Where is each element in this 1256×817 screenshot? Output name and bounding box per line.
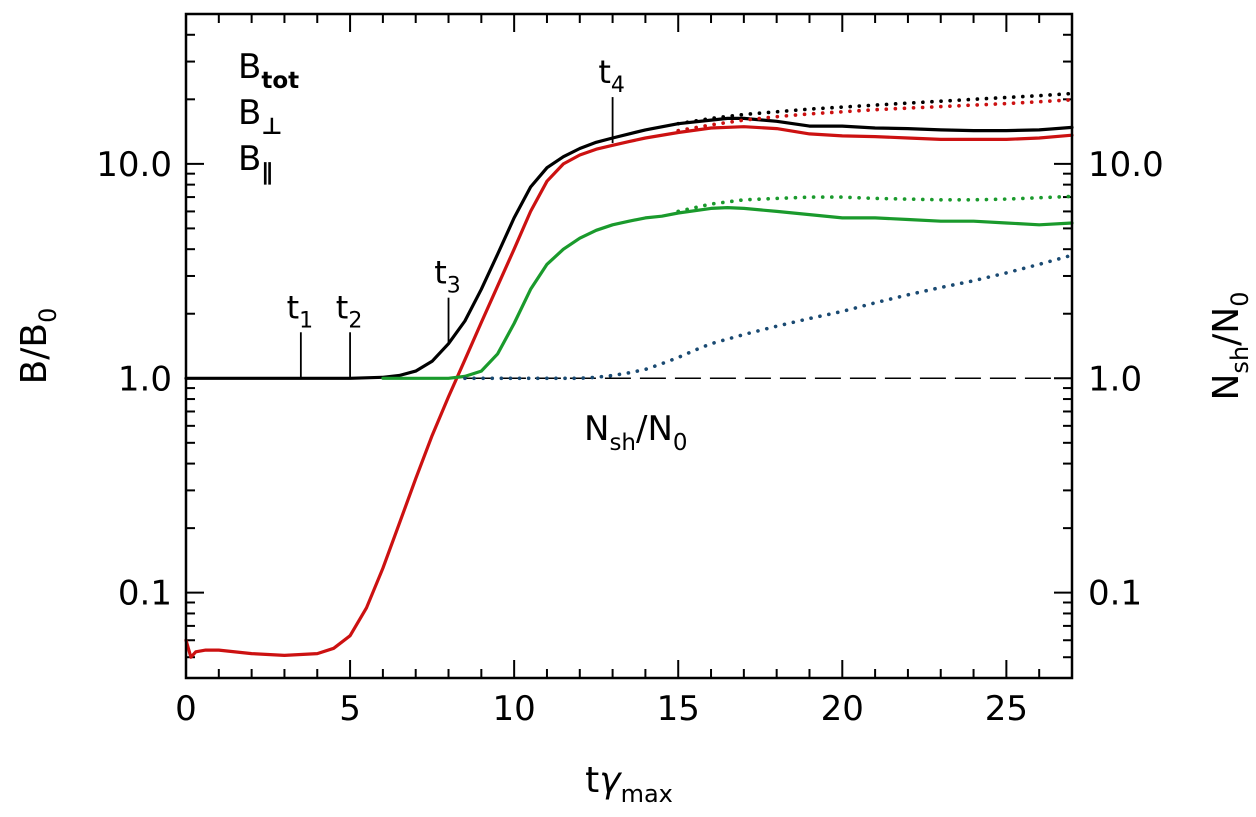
y-tick-label-left: 1.0 — [118, 359, 172, 399]
nsh-label-sub1: sh — [609, 430, 636, 456]
marker-label-main: t — [336, 288, 349, 326]
y-tick-label-right: 1.0 — [1088, 359, 1142, 399]
series-b-perp — [184, 125, 1074, 659]
marker-label: t4 — [598, 53, 625, 98]
y-axis-label-left-main: B/B — [14, 323, 55, 385]
x-tick-label: 0 — [175, 689, 197, 729]
marker-label: t3 — [434, 254, 461, 299]
legend-sub: ⊥ — [261, 114, 282, 140]
x-axis-label-greek: γ — [599, 760, 622, 801]
legend-entry-perp: B⊥ — [238, 93, 282, 140]
legend-sub: tot — [261, 68, 299, 94]
y-tick-label-left: 10.0 — [96, 145, 172, 185]
y-tick-label-left: 0.1 — [118, 574, 172, 614]
y-axis-label-right-main: N — [1206, 374, 1247, 401]
marker-label-main: t — [434, 254, 447, 292]
series-b-tot-dotted — [676, 91, 1074, 126]
marker-label-sub: 3 — [447, 274, 461, 299]
series-layer — [184, 91, 1074, 659]
series-n-sh-n-0 — [463, 253, 1074, 381]
y-axis-label-right-sub1: sh — [1226, 346, 1254, 374]
y-axis-label-left-sub: 0 — [34, 308, 62, 323]
legend-base: B — [238, 93, 261, 133]
marker-label-sub: 1 — [299, 308, 313, 333]
legend-entry-tot: Btot — [238, 47, 299, 94]
labels-layer: 0 5 10 15 20 250.1 0.11.0 1.010.0 10.0BtotB⊥B∥Ns… — [14, 47, 1254, 808]
series-b-par-dotted — [676, 194, 1074, 214]
x-tick-label: 15 — [657, 689, 700, 729]
y-axis-label-right: Nsh/N0 — [1206, 292, 1254, 401]
x-axis-label: tγmax — [585, 760, 673, 808]
x-axis-label-main: t — [585, 760, 599, 801]
x-tick-label: 5 — [339, 689, 361, 729]
marker-label: t1 — [287, 288, 314, 333]
plot-frame — [184, 12, 1074, 680]
y-axis-label-right-sub2: 0 — [1226, 292, 1254, 307]
legend-sub: ∥ — [261, 160, 273, 186]
y-tick-label-right: 0.1 — [1088, 574, 1142, 614]
ticks-layer — [185, 13, 1073, 679]
marker-label: t2 — [336, 288, 363, 333]
series-b-par — [381, 206, 1074, 380]
y-axis-label-left: B/B0 — [14, 308, 62, 385]
nsh-label: Nsh/N0 — [584, 409, 688, 456]
x-axis-label-sub: max — [621, 780, 673, 808]
series-b-tot — [184, 116, 1074, 380]
y-axis-label-right-mid: /N — [1206, 307, 1247, 346]
marker-label-main: t — [287, 288, 300, 326]
x-tick-label: 10 — [493, 689, 536, 729]
marker-label-main: t — [598, 53, 611, 91]
legend-base: B — [238, 139, 261, 179]
x-tick-label: 20 — [821, 689, 864, 729]
x-tick-label: 25 — [985, 689, 1028, 729]
nsh-label-mid: /N — [636, 409, 673, 449]
marker-label-sub: 4 — [611, 73, 625, 98]
y-tick-label-right: 10.0 — [1088, 145, 1164, 185]
legend-base: B — [238, 47, 261, 87]
marker-label-sub: 2 — [348, 308, 362, 333]
nsh-label-sub2: 0 — [673, 430, 688, 456]
legend-entry-par: B∥ — [238, 139, 273, 186]
nsh-label-main: N — [584, 409, 609, 449]
